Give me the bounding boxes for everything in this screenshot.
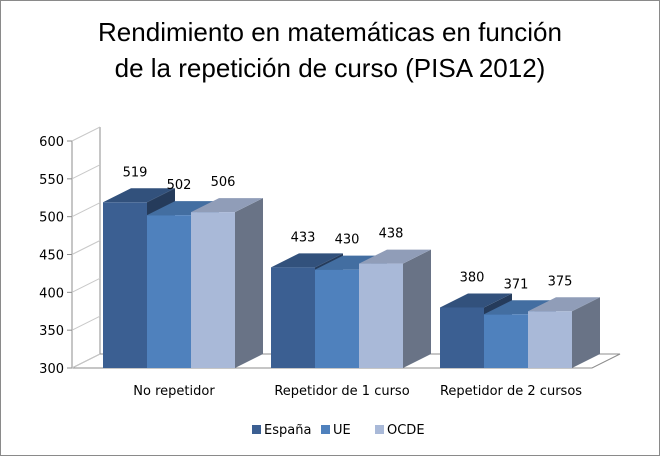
data-label: 438 [379,227,404,242]
bar-front [359,263,403,368]
data-label: 430 [335,233,360,248]
y-tick-label: 350 [39,324,64,339]
data-label: 519 [123,165,148,180]
bar-top [191,198,263,213]
x-axis-categories: No repetidor Repetidor de 1 curso Repetido… [133,384,582,399]
data-label: 371 [504,277,529,292]
y-tick-depth-line [71,126,101,142]
bar-front [103,202,147,368]
x-category-label: Repetidor de 2 cursos [440,384,582,399]
bars [103,188,600,368]
legend-label: UE [333,423,351,438]
chart-title-line-1: Rendimiento en matemáticas en función [98,17,562,47]
x-category-label: No repetidor [133,384,215,399]
y-tick-label: 600 [39,135,64,150]
y-tick-depth-line [71,240,101,255]
bar [528,297,600,368]
legend-item: OCDE [375,423,425,438]
y-axis: 300 350 400 450 500 550 600 [39,126,101,377]
bar-front [528,311,572,368]
bar-top [528,297,600,312]
data-label: 433 [291,230,316,245]
bar-top [359,249,431,264]
legend: España UE OCDE [252,423,425,438]
bar [359,249,431,368]
y-tick-depth-line [71,315,101,331]
y-tick-depth-line [71,353,101,369]
bar-side [572,297,600,368]
chart-title-line-2: de la repetición de curso (PISA 2012) [114,53,546,83]
y-tick-label: 550 [39,173,64,188]
bar-front [147,215,191,368]
y-tick-depth-line [71,202,101,218]
y-tick-depth-line [71,277,101,293]
legend-swatch [252,425,261,434]
bar-side [235,198,263,368]
legend-swatch [321,425,330,434]
bar-front [191,212,235,368]
bar-top [147,201,219,216]
y-tick-label: 300 [39,362,64,377]
legend-item: UE [321,423,351,438]
y-tick-depth-line [71,164,101,180]
bar-top [484,300,556,315]
data-label: 506 [211,175,236,190]
data-labels: 519 502 506 433 430 438 380 371 375 [123,165,573,292]
y-tick-label: 400 [39,286,64,301]
data-label: 375 [548,274,573,289]
bar-front [484,314,528,368]
legend-label: España [264,423,311,438]
chart-title: Rendimiento en matemáticas en función de… [0,14,660,86]
legend-swatch [375,425,384,434]
bar-top [103,188,175,203]
bar-front [440,307,484,368]
bar-side [403,249,431,368]
x-category-label: Repetidor de 1 curso [274,384,409,399]
legend-label: OCDE [387,423,425,438]
data-label: 380 [460,270,485,285]
bar-top [440,293,512,308]
bar-top [271,253,343,268]
data-label: 502 [167,178,192,193]
y-tick-label: 500 [39,211,64,226]
y-tick-label: 450 [39,249,64,264]
bar [191,198,263,368]
bar-front [315,269,359,368]
bar-front [271,267,315,368]
legend-item: España [252,423,311,438]
